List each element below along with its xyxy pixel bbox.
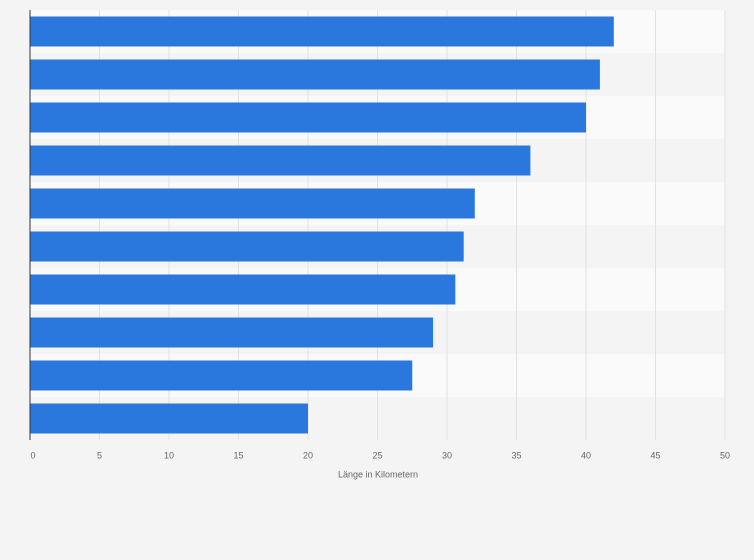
bar: [30, 16, 614, 47]
bar: [30, 188, 475, 219]
x-tick-label: 40: [581, 450, 591, 460]
bar: [30, 231, 464, 262]
bar: [30, 317, 434, 348]
bar: [30, 145, 531, 176]
x-tick-label: 20: [303, 450, 313, 460]
bar: [30, 360, 413, 391]
x-tick-label: 25: [372, 450, 382, 460]
x-tick-label: 0: [30, 450, 35, 460]
x-axis-title: Länge in Kilometern: [338, 469, 418, 479]
x-tick-label: 15: [233, 450, 243, 460]
bar: [30, 102, 586, 133]
bar: [30, 59, 600, 90]
x-tick-label: 50: [720, 450, 730, 460]
x-tick-label: 35: [511, 450, 521, 460]
bar: [30, 403, 308, 434]
bar: [30, 274, 456, 305]
x-tick-label: 5: [97, 450, 102, 460]
x-tick-label: 30: [442, 450, 452, 460]
x-tick-label: 10: [164, 450, 174, 460]
x-tick-label: 45: [650, 450, 660, 460]
